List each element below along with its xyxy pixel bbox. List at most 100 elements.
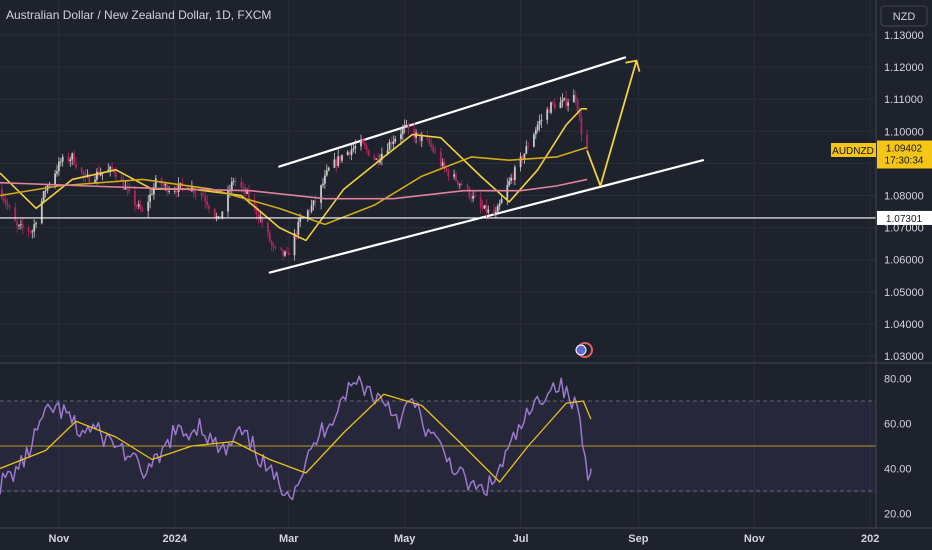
candle-body xyxy=(310,205,313,212)
candle-body xyxy=(493,209,495,214)
candle-body xyxy=(120,177,123,181)
rsi-tick-label: 80.00 xyxy=(884,374,912,386)
candle-body xyxy=(580,116,583,135)
candle-body xyxy=(420,136,423,142)
candle-body xyxy=(392,141,395,145)
candle-body xyxy=(2,198,5,201)
candle-body xyxy=(217,216,220,218)
candle-body xyxy=(348,151,351,155)
candle-body xyxy=(548,109,550,113)
candle-body xyxy=(149,194,151,202)
candle-body xyxy=(390,141,393,145)
candle-body xyxy=(365,145,368,150)
candle-body xyxy=(495,211,497,214)
candle-body xyxy=(134,191,136,206)
candle-body xyxy=(99,173,102,176)
candle-body xyxy=(400,134,402,140)
candle-body xyxy=(472,195,474,199)
candle-body xyxy=(320,185,322,203)
candle-body xyxy=(346,151,349,156)
time-axis[interactable]: Nov 2024 Mar May Jul Sep Nov 202 xyxy=(49,533,880,545)
rsi-axis[interactable]: 80.00 60.00 40.00 20.00 xyxy=(884,374,912,521)
candle-body xyxy=(20,224,22,226)
rsi-line xyxy=(0,375,592,501)
candle-body xyxy=(21,224,24,229)
symbol-label: AUDNZD xyxy=(832,146,874,157)
candle-body xyxy=(147,201,150,211)
last-price-label: 1.09402 xyxy=(886,143,923,154)
candle-body xyxy=(86,174,89,176)
candle-body xyxy=(500,199,503,204)
candle-body xyxy=(272,244,275,247)
candle-body xyxy=(168,191,170,193)
candle-body xyxy=(521,156,524,160)
candle-body xyxy=(401,128,404,135)
candle-body xyxy=(474,195,476,198)
price-tick-label: 1.12000 xyxy=(884,62,924,74)
price-tick-label: 1.04000 xyxy=(884,319,924,331)
candle-body xyxy=(287,252,290,256)
candle-body xyxy=(33,224,36,232)
candle-body xyxy=(466,185,469,188)
candle-body xyxy=(189,190,191,192)
candle-body xyxy=(536,124,539,131)
candle-body xyxy=(426,136,429,140)
candle-body xyxy=(221,211,224,218)
candle-body xyxy=(88,174,91,183)
candle-body xyxy=(234,180,237,182)
candle-body xyxy=(458,183,461,185)
candle-body xyxy=(312,200,315,206)
events-badge[interactable] xyxy=(575,342,593,358)
candle-body xyxy=(286,251,288,253)
candle-body xyxy=(31,231,34,233)
candle-body xyxy=(137,204,140,207)
candle-body xyxy=(177,183,180,193)
price-tick-label: 1.06000 xyxy=(884,255,924,267)
candle-body xyxy=(327,167,330,171)
candle-body xyxy=(202,195,205,197)
candle-body xyxy=(61,156,64,162)
candle-body xyxy=(299,218,302,222)
hline-price-label: 1.07301 xyxy=(886,214,923,225)
rsi-tick-label: 20.00 xyxy=(884,509,912,521)
price-tick-label: 1.05000 xyxy=(884,287,924,299)
candle-body xyxy=(0,189,3,199)
candle-body xyxy=(82,171,85,176)
candle-body xyxy=(280,247,283,250)
candle-body xyxy=(253,200,256,207)
candle-body xyxy=(274,246,277,248)
candle-body xyxy=(512,177,514,180)
candle-body xyxy=(386,150,389,154)
candle-body xyxy=(341,155,343,161)
candle-body xyxy=(56,171,58,174)
candle-body xyxy=(215,216,218,218)
candle-body xyxy=(354,146,357,149)
candle-body xyxy=(42,191,45,201)
moving-averages xyxy=(0,108,588,242)
candle-body xyxy=(375,158,378,160)
candle-body xyxy=(40,200,43,224)
candle-body xyxy=(164,184,167,186)
candle-body xyxy=(18,225,20,226)
candle-body xyxy=(337,156,340,166)
candle-body xyxy=(109,166,112,170)
candle-body xyxy=(59,161,62,163)
candle-body xyxy=(124,187,127,190)
candle-body xyxy=(54,173,56,185)
candle-body xyxy=(58,161,60,172)
price-tick-label: 1.08000 xyxy=(884,191,924,203)
candle-body xyxy=(352,148,355,150)
currency-button[interactable]: NZD xyxy=(880,5,928,27)
candle-body xyxy=(194,193,197,194)
candle-body xyxy=(508,180,511,186)
candle-body xyxy=(510,177,512,181)
candle-body xyxy=(257,214,260,219)
candle-body xyxy=(4,200,7,204)
moving-average-line xyxy=(0,178,588,200)
time-tick-label: 202 xyxy=(861,533,879,545)
candle-body xyxy=(525,146,528,154)
candle-body xyxy=(246,190,248,194)
candle-body xyxy=(417,132,419,134)
candle-body xyxy=(335,159,338,166)
